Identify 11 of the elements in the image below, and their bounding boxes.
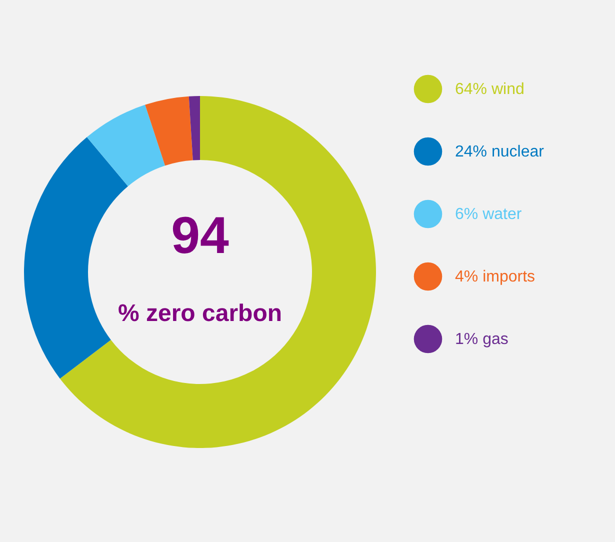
donut-slice bbox=[86, 104, 166, 186]
donut-slice bbox=[60, 96, 376, 448]
legend-label: 1% gas bbox=[455, 331, 508, 348]
text: 94 bbox=[171, 207, 229, 265]
donut-slice bbox=[188, 96, 200, 160]
text: % zero carbon bbox=[118, 300, 282, 327]
donut-slice bbox=[145, 96, 193, 166]
legend-label: 64% wind bbox=[455, 81, 524, 98]
legend-label: 4% imports bbox=[455, 268, 536, 286]
legend-label: 6% water bbox=[455, 206, 522, 223]
legend-label: 24% nuclear bbox=[455, 144, 545, 160]
